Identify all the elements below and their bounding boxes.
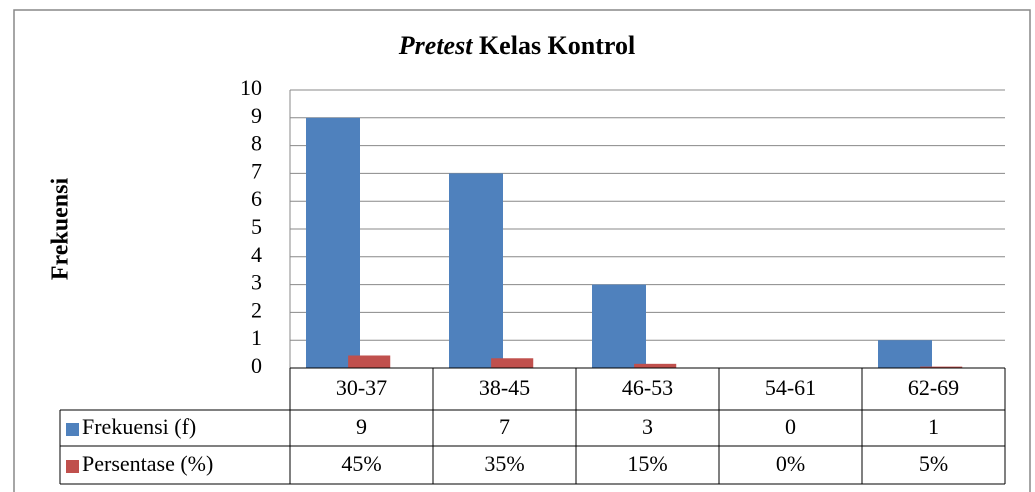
table-cell: 15% [627,451,667,476]
y-tick-label: 9 [251,103,262,128]
bar [920,366,963,368]
x-tick-label: 62-69 [908,375,959,400]
table-cell: 3 [642,414,653,439]
legend-key [66,460,79,473]
title-emphasis: Pretest [398,31,473,60]
table-cell: 35% [484,451,524,476]
y-tick-label: 3 [251,270,262,295]
table-cell: 1 [928,414,939,439]
bar [878,340,932,368]
y-tick-label: 4 [251,242,262,267]
y-axis-label: Frekuensi [48,178,74,281]
x-tick-label: 38-45 [479,375,530,400]
y-tick-label: 5 [251,214,262,239]
x-tick-label: 30-37 [336,375,387,400]
y-tick-label: 2 [251,297,262,322]
x-tick-label: 46-53 [622,375,673,400]
table-cell: 45% [341,451,381,476]
bar [348,355,391,368]
table-cell: 9 [356,414,367,439]
table-cell: 0 [785,414,796,439]
table-cell: 7 [499,414,510,439]
bar [592,284,646,368]
bar [449,173,503,368]
legend-key [66,423,79,436]
y-tick-label: 10 [240,75,262,100]
y-tick-label: 6 [251,186,262,211]
bar [306,117,360,368]
legend-label: Persentase (%) [82,451,213,476]
y-tick-label: 7 [251,158,262,183]
legend-label: Frekuensi (f) [82,414,196,439]
table-cell: 5% [919,451,948,476]
bar [491,358,534,368]
y-tick-label: 0 [251,353,262,378]
table-cell: 0% [776,451,805,476]
chart-title: Pretest Kelas Kontrol [398,31,635,60]
y-tick-label: 8 [251,131,262,156]
y-tick-label: 1 [251,325,262,350]
title-text: Kelas Kontrol [479,31,635,60]
bar [634,363,677,368]
x-tick-label: 54-61 [765,375,816,400]
